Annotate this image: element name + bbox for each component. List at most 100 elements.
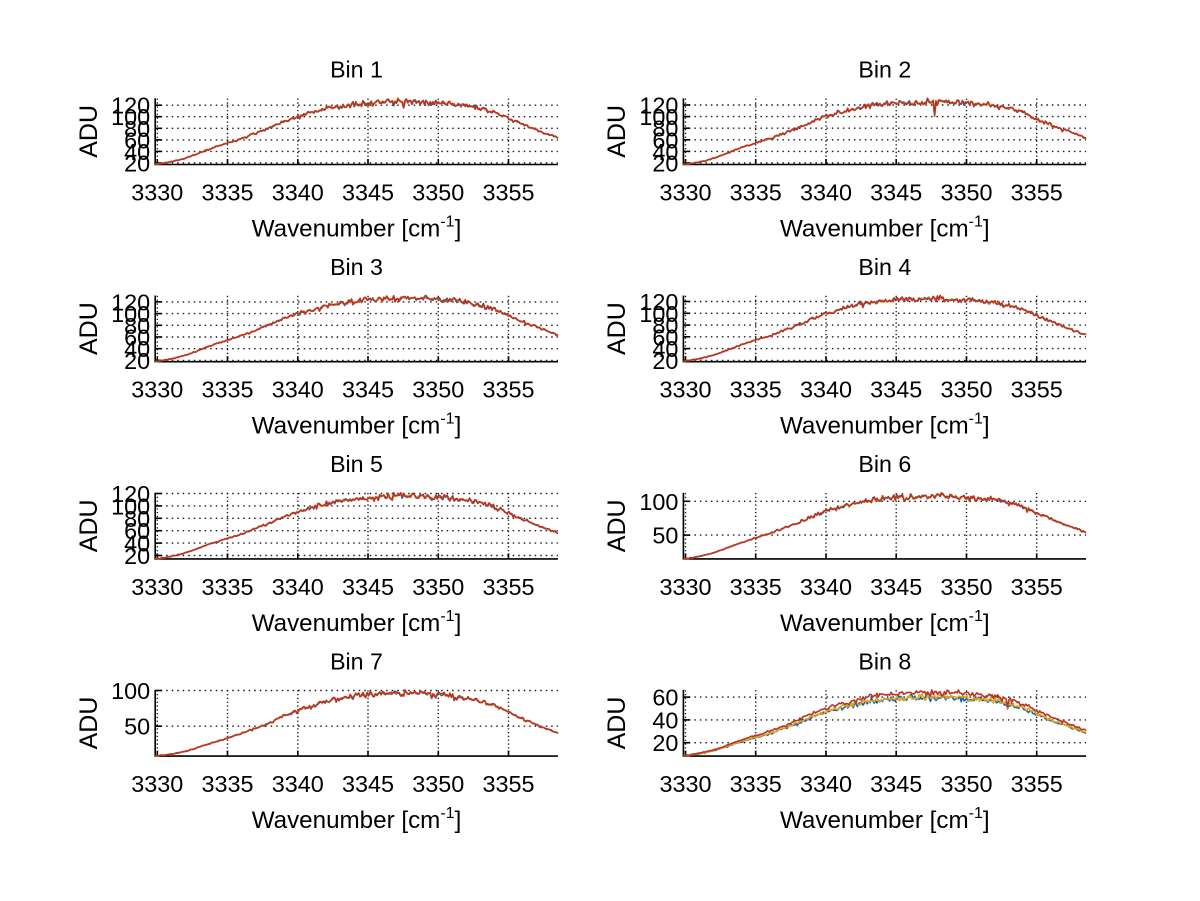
svg-text:3345: 3345: [342, 377, 394, 403]
svg-text:60: 60: [124, 325, 150, 351]
svg-text:3355: 3355: [1011, 771, 1063, 797]
svg-text:3355: 3355: [1011, 574, 1063, 600]
svg-text:3350: 3350: [412, 377, 464, 403]
svg-text:Bin 4: Bin 4: [858, 254, 911, 280]
svg-text:100: 100: [639, 104, 678, 130]
svg-text:Wavenumber [cm-1]: Wavenumber [cm-1]: [252, 608, 462, 637]
svg-text:Wavenumber [cm-1]: Wavenumber [cm-1]: [252, 805, 462, 834]
svg-text:Bin 8: Bin 8: [858, 648, 911, 674]
svg-text:3335: 3335: [201, 377, 253, 403]
svg-text:Wavenumber [cm-1]: Wavenumber [cm-1]: [252, 214, 462, 243]
svg-text:120: 120: [111, 289, 150, 315]
svg-text:100: 100: [111, 493, 150, 519]
svg-text:20: 20: [124, 348, 150, 374]
svg-text:3330: 3330: [659, 771, 711, 797]
svg-text:3345: 3345: [342, 180, 394, 206]
svg-text:60: 60: [124, 518, 150, 544]
svg-text:120: 120: [639, 93, 678, 119]
svg-text:3355: 3355: [482, 377, 534, 403]
svg-text:60: 60: [124, 127, 150, 153]
svg-text:40: 40: [124, 139, 150, 165]
svg-text:3350: 3350: [940, 574, 992, 600]
svg-text:ADU: ADU: [603, 105, 631, 158]
svg-text:3335: 3335: [201, 180, 253, 206]
svg-text:3345: 3345: [870, 574, 922, 600]
svg-text:3345: 3345: [870, 180, 922, 206]
svg-text:3350: 3350: [940, 377, 992, 403]
svg-text:3340: 3340: [272, 771, 324, 797]
svg-text:Wavenumber [cm-1]: Wavenumber [cm-1]: [780, 214, 990, 243]
svg-text:3355: 3355: [482, 180, 534, 206]
svg-text:60: 60: [652, 324, 678, 350]
svg-text:100: 100: [111, 301, 150, 327]
svg-text:3340: 3340: [800, 771, 852, 797]
svg-text:ADU: ADU: [75, 499, 103, 552]
svg-text:ADU: ADU: [75, 105, 103, 158]
svg-text:3330: 3330: [131, 377, 183, 403]
svg-text:20: 20: [652, 348, 678, 374]
svg-text:100: 100: [639, 489, 678, 515]
svg-text:40: 40: [124, 336, 150, 362]
svg-text:80: 80: [124, 116, 150, 142]
svg-text:ADU: ADU: [75, 302, 103, 355]
svg-text:40: 40: [124, 531, 150, 557]
svg-text:3330: 3330: [659, 180, 711, 206]
svg-text:100: 100: [111, 678, 150, 704]
svg-text:ADU: ADU: [603, 697, 631, 750]
svg-text:3345: 3345: [870, 377, 922, 403]
svg-text:3340: 3340: [800, 574, 852, 600]
svg-text:3345: 3345: [342, 771, 394, 797]
svg-text:3335: 3335: [730, 180, 782, 206]
svg-text:3335: 3335: [730, 771, 782, 797]
svg-text:3340: 3340: [800, 180, 852, 206]
svg-text:Wavenumber [cm-1]: Wavenumber [cm-1]: [780, 805, 990, 834]
svg-text:50: 50: [652, 523, 678, 549]
svg-text:40: 40: [652, 336, 678, 362]
svg-text:80: 80: [124, 506, 150, 532]
svg-text:120: 120: [111, 93, 150, 119]
svg-text:Bin 5: Bin 5: [330, 451, 383, 477]
svg-text:Wavenumber [cm-1]: Wavenumber [cm-1]: [780, 411, 990, 440]
svg-text:3350: 3350: [940, 771, 992, 797]
svg-text:3355: 3355: [482, 771, 534, 797]
svg-text:3335: 3335: [201, 771, 253, 797]
svg-text:ADU: ADU: [603, 302, 631, 355]
svg-text:3355: 3355: [482, 574, 534, 600]
svg-text:Bin 6: Bin 6: [858, 451, 911, 477]
svg-text:40: 40: [652, 707, 678, 733]
svg-text:3345: 3345: [342, 574, 394, 600]
svg-text:80: 80: [124, 313, 150, 339]
svg-text:Wavenumber [cm-1]: Wavenumber [cm-1]: [780, 608, 990, 637]
svg-text:Bin 1: Bin 1: [330, 57, 383, 83]
svg-text:3345: 3345: [870, 771, 922, 797]
svg-text:ADU: ADU: [75, 697, 103, 750]
svg-text:40: 40: [652, 139, 678, 165]
svg-text:80: 80: [652, 313, 678, 339]
svg-text:3350: 3350: [412, 574, 464, 600]
svg-text:3330: 3330: [131, 771, 183, 797]
svg-text:3335: 3335: [730, 574, 782, 600]
svg-text:3350: 3350: [940, 180, 992, 206]
svg-text:3340: 3340: [272, 180, 324, 206]
svg-text:Bin 7: Bin 7: [330, 648, 383, 674]
svg-text:50: 50: [124, 714, 150, 740]
svg-text:120: 120: [111, 481, 150, 507]
svg-text:Bin 2: Bin 2: [858, 57, 911, 83]
svg-text:3340: 3340: [272, 377, 324, 403]
svg-text:20: 20: [124, 151, 150, 177]
svg-text:60: 60: [652, 127, 678, 153]
svg-text:3350: 3350: [412, 180, 464, 206]
svg-text:80: 80: [652, 116, 678, 142]
svg-text:3340: 3340: [800, 377, 852, 403]
svg-text:20: 20: [652, 151, 678, 177]
svg-text:3335: 3335: [201, 574, 253, 600]
svg-text:3330: 3330: [659, 574, 711, 600]
svg-text:100: 100: [111, 104, 150, 130]
svg-text:120: 120: [639, 289, 678, 315]
svg-text:3350: 3350: [412, 771, 464, 797]
svg-text:20: 20: [652, 730, 678, 756]
svg-text:3355: 3355: [1011, 377, 1063, 403]
svg-text:20: 20: [124, 543, 150, 569]
svg-text:3330: 3330: [131, 574, 183, 600]
svg-text:Bin 3: Bin 3: [330, 254, 383, 280]
